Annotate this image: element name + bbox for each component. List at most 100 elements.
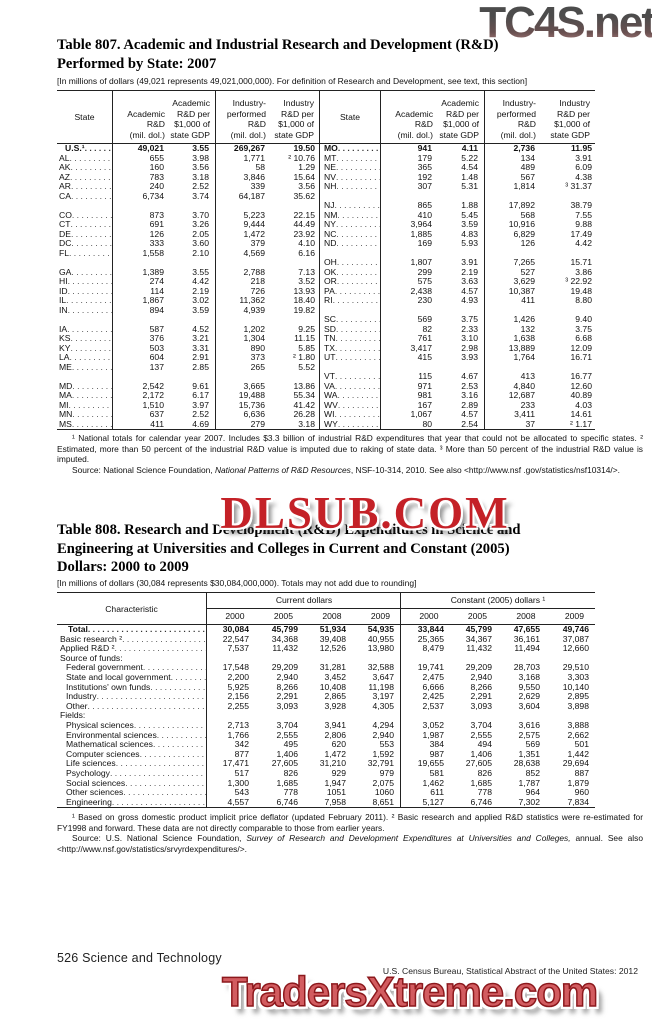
row-label: Physical sciences [66,720,134,730]
value-cell: 265 [250,362,265,372]
value-cell: 192 [417,172,432,182]
value-cell [170,258,216,268]
dot-leader [88,702,207,712]
state-label: TX [324,343,335,353]
value-cell: 4.11 [438,144,485,154]
state-cell [57,372,113,382]
value-cell: 611 [430,788,444,798]
state-cell: OR [320,277,381,287]
dot-leader [338,420,380,430]
dot-leader [122,635,206,645]
value-cell: 3.55 [170,144,216,154]
value-cell: 1,879 [567,778,589,788]
value-cell: 3.31 [170,343,216,354]
value-cell: 3.02 [170,296,216,306]
value-cell: 4.57 [438,410,485,420]
value-cell: 2,156 [227,692,249,702]
value-cell: 761 [417,334,432,344]
value-cell: 3.97 [170,400,216,411]
table-row: GA 1,389 3.55 2,788 7.13 OK 299 2.19 527 3.86 [57,267,595,278]
table-row: ME 137 2.85 265 5.52 [57,362,595,373]
value-cell [216,258,271,268]
dot-leader [336,154,380,164]
table-808-rows: Total 30,084 45,799 51,934 54,935 33,844 45,79… [57,625,595,808]
value-cell: 11.15 [271,334,320,344]
value-cell: 19,741 [417,663,444,673]
value-cell [113,258,170,268]
dot-leader [70,173,112,183]
value-cell: 2,806 [324,730,346,740]
table-row: KY 503 3.31 890 5.85 TX 3,417 2.98 13,889 12.09 [57,343,595,354]
value-cell: 2,940 [352,730,401,741]
value-cell: 826 [283,768,298,778]
value-cell [485,306,541,316]
row-label: Mathematical sciences [66,740,153,750]
value-cell: 1,406 [276,749,298,759]
value-cell: 3,303 [567,672,589,682]
state-cell: SC [320,315,381,325]
value-cell: 10,408 [319,682,346,692]
value-cell: 5.31 [438,182,485,192]
value-cell: 3.56 [170,163,216,173]
row-label: Life sciences [66,759,116,769]
row-label: Engineering [66,797,112,807]
value-cell [352,711,401,721]
value-cell: 655 [149,153,164,163]
value-cell [216,201,271,211]
value-cell: 527 [520,267,535,277]
state-cell: FL [57,248,113,259]
value-cell: 18.40 [271,296,320,306]
state-cell [57,201,113,211]
value-cell [113,315,170,325]
dot-leader [70,154,112,164]
dot-leader [112,798,206,808]
value-cell: 9.25 [271,324,320,335]
table-row: Federal government 17,548 29,209 31,281 32,5… [57,663,595,673]
state-label: UT [324,353,336,363]
value-cell: 9.88 [575,220,592,230]
value-cell: 1.29 [271,163,320,173]
value-cell: 7,958 [324,797,346,807]
state-label: AR [59,182,71,192]
dot-leader [70,334,112,344]
value-cell: 64,187 [238,191,265,201]
state-cell: CT [57,220,113,230]
value-cell: 7,265 [513,258,535,268]
value-cell: 27,605 [465,759,492,769]
value-cell: 233 [520,400,535,410]
value-cell: 2,865 [324,692,346,702]
value-cell: 3,093 [276,701,298,711]
value-cell: 2,200 [227,672,249,682]
value-cell: 33,844 [417,625,444,634]
value-cell: 29,694 [562,759,589,769]
table-row: Fields: [57,711,595,721]
value-cell: 25,365 [417,634,444,644]
column-header-academic-rd: Academic R&D (mil. dol.) [395,108,433,140]
value-cell: 543 [234,788,249,798]
value-cell: 3.98 [170,153,216,164]
dot-leader [335,334,380,344]
value-cell: 15.71 [570,258,592,268]
value-cell: 240 [149,182,164,192]
value-cell: 3.16 [438,391,485,401]
value-cell: 987 [429,749,444,759]
state-cell: LA [57,353,113,363]
value-cell: 4.57 [438,286,485,297]
value-cell: 134 [520,153,535,163]
value-cell: 7,302 [518,797,540,807]
source-text: Source: U.S. National Science Foundation… [57,833,643,854]
state-label: VA [324,381,335,391]
value-cell: 279 [250,419,265,429]
dot-leader [70,220,112,230]
value-cell: 964 [525,788,540,798]
table-row: Industry 2,156 2,291 2,865 3,197 2,425 2,291 2,… [57,692,595,702]
value-cell [541,192,595,202]
dot-leader [336,315,380,325]
value-cell: 11,362 [239,296,265,306]
table-row: Total 30,084 45,799 51,934 54,935 33,844 45,79… [57,625,595,635]
value-cell [271,258,320,268]
row-label-cell: Mathematical sciences [57,740,207,750]
table-row: CA 6,734 3.74 64,187 35.62 [57,191,595,202]
state-label: CA [59,191,71,201]
value-cell [207,654,255,664]
